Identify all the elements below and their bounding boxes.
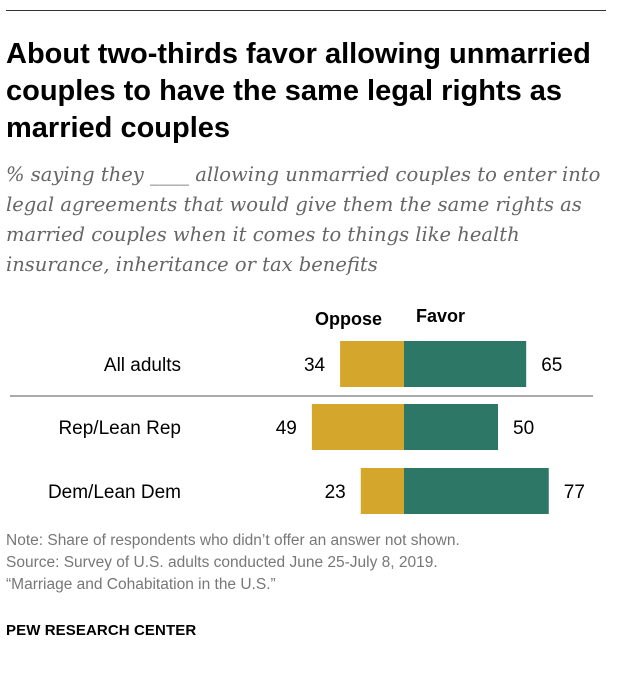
- value-label-oppose: 23: [325, 482, 346, 503]
- source-line: Source: Survey of U.S. adults conducted …: [6, 554, 438, 571]
- chart: Oppose Favor All adults 34 65 Rep/Lean Rep 49 5…: [10, 306, 593, 514]
- pew-research-center-logo-text: PEW RESEARCH CENTER: [6, 622, 197, 639]
- category-label: Rep/Lean Rep: [58, 418, 181, 439]
- value-label-oppose: 49: [276, 418, 297, 439]
- value-label-favor: 77: [564, 482, 585, 503]
- bar-oppose: [340, 341, 404, 387]
- top-rule: [6, 10, 606, 11]
- legend-oppose: Oppose: [315, 309, 382, 329]
- legend-favor: Favor: [416, 306, 465, 326]
- bar-favor: [404, 468, 549, 514]
- note-block: Note: Share of respondents who didn’t of…: [6, 530, 606, 596]
- category-label: Dem/Lean Dem: [48, 482, 181, 503]
- bar-favor: [404, 404, 498, 450]
- note-line: Note: Share of respondents who didn’t of…: [6, 532, 460, 549]
- value-label-favor: 65: [541, 355, 562, 376]
- bar-favor: [404, 341, 527, 387]
- value-label-oppose: 34: [304, 355, 326, 376]
- report-title-line: “Marriage and Cohabitation in the U.S.”: [6, 576, 276, 593]
- bar-oppose: [360, 468, 404, 514]
- category-label: All adults: [104, 355, 181, 376]
- chart-subtitle: % saying they ____ allowing unmarried co…: [6, 163, 601, 276]
- bar-oppose: [311, 404, 404, 450]
- value-label-favor: 50: [513, 418, 534, 439]
- chart-title: About two-thirds favor allowing unmarrie…: [6, 38, 591, 144]
